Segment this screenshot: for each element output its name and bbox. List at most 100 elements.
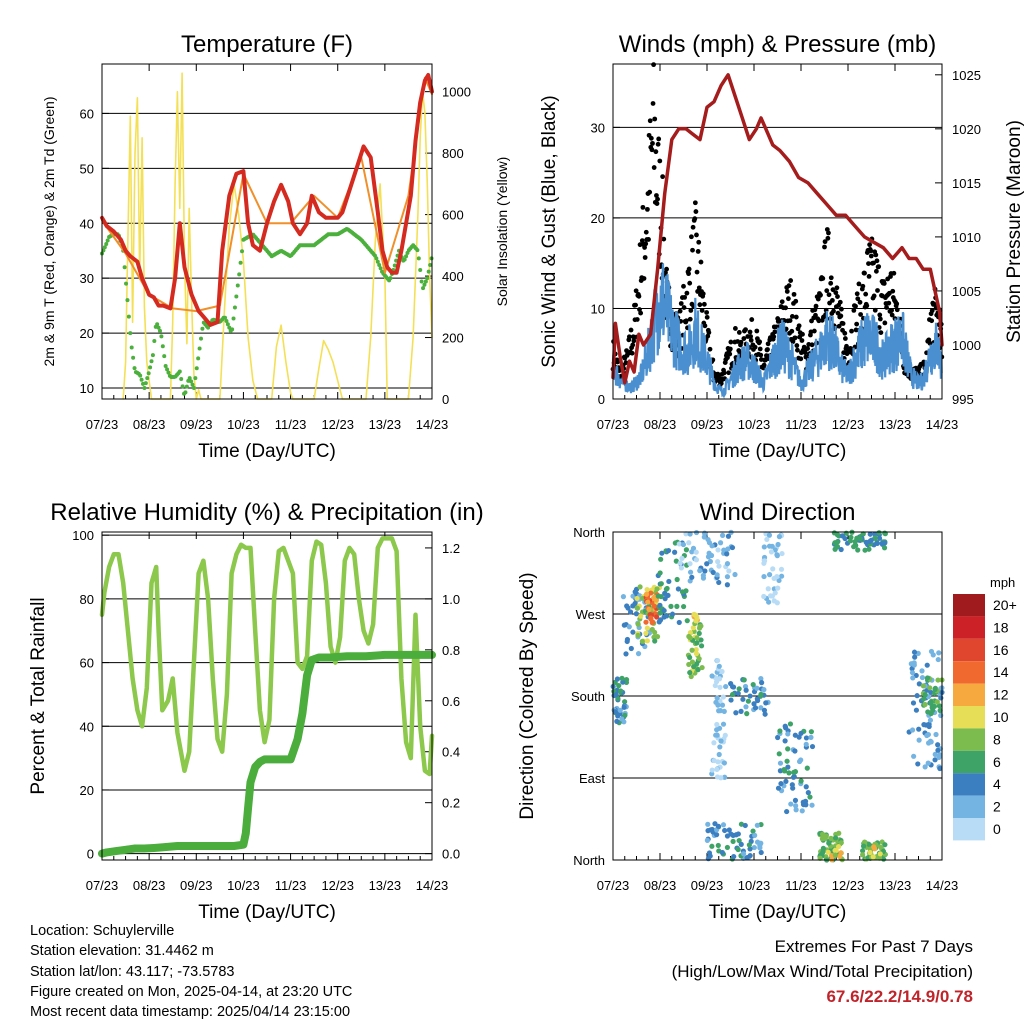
wind-direction-point [662, 590, 668, 596]
plot-border [101, 63, 433, 400]
wind-direction-point [834, 544, 840, 550]
wind-direction-point [913, 707, 920, 713]
wind-direction-point [717, 684, 723, 690]
colorbar-swatch [953, 683, 985, 706]
dewpoint-point [149, 359, 154, 364]
wind-direction-point [714, 727, 720, 733]
gust-point [704, 314, 710, 320]
y2-tick-label: 0.4 [442, 745, 460, 760]
wind-direction-point [925, 760, 931, 766]
wind-direction-point [805, 790, 811, 796]
y-tick-label: 0 [598, 392, 605, 407]
colorbar-label: 6 [993, 754, 1001, 770]
y-tick-label: 0 [87, 847, 94, 862]
x-tick-label: 11/23 [785, 417, 817, 432]
gust-point [864, 303, 870, 309]
created-text: Figure created on Mon, 2025-04-14, at 23… [30, 983, 353, 1000]
wind-direction-point [761, 573, 767, 580]
wind-direction-point [687, 654, 693, 661]
wind-direction-point [931, 703, 938, 710]
dewpoint-point [426, 269, 431, 274]
wind-direction-point [778, 566, 785, 572]
colorbar-swatch [953, 594, 985, 617]
gust-point [894, 301, 900, 307]
wind-direction-point [714, 732, 720, 738]
x-tick-label: 09/23 [180, 878, 213, 893]
dewpoint-point [187, 376, 192, 381]
dewpoint-point [232, 305, 237, 310]
wind-direction-point [711, 757, 717, 764]
wind-direction-point [634, 605, 640, 611]
dewpoint-point [157, 328, 162, 333]
wind-direction-point [922, 692, 928, 698]
wind-direction-point [693, 549, 699, 555]
wind-direction-point [937, 707, 943, 714]
wind-direction-point [758, 849, 764, 856]
wind-direction-point [709, 843, 715, 849]
y2-tick-label: 800 [442, 146, 464, 161]
wind-direction-point [721, 547, 727, 553]
y-tick-label: 20 [591, 211, 605, 226]
gust-point [877, 312, 883, 318]
gust-point [868, 248, 874, 254]
wind-direction-point [728, 697, 734, 703]
x-tick-label: 13/23 [879, 417, 912, 432]
dewpoint-point [143, 381, 148, 386]
colorbar-label: 18 [993, 619, 1009, 635]
wind-direction-point [665, 547, 672, 554]
wind-direction-point [744, 711, 750, 717]
gust-point [826, 230, 831, 236]
wind-direction-point [774, 600, 780, 606]
wind-direction-point [838, 840, 844, 846]
colorbar-swatch [953, 661, 985, 684]
wind-direction-point [744, 855, 750, 861]
gust-point [815, 296, 821, 302]
wind-direction-point [745, 698, 751, 704]
wind-direction-point [909, 727, 916, 733]
wind-direction-point [683, 547, 690, 553]
dewpoint-point [230, 327, 235, 332]
gust-point [697, 302, 703, 308]
wind-direction-point [761, 593, 767, 600]
wind-direction-point [721, 760, 727, 766]
wind-direction-point [614, 676, 621, 682]
x-tick-label: 11/23 [275, 417, 307, 432]
wind-direction-point [938, 695, 944, 701]
colorbar-label: 14 [993, 664, 1009, 680]
x-tick-label: 14/23 [926, 878, 959, 893]
wind-direction-point [778, 780, 784, 787]
x-tick-label: 10/23 [227, 878, 260, 893]
wind-direction-point [735, 831, 741, 837]
wind-direction-point [674, 603, 680, 609]
y2-tick-label: 0.2 [442, 796, 460, 811]
wind-direction-point [693, 646, 699, 653]
wind-direction-point [701, 534, 707, 540]
wind-direction-point [775, 541, 781, 548]
gust-point [783, 305, 788, 311]
wind-direction-point [738, 708, 744, 715]
dewpoint-point [425, 276, 430, 281]
gust-point [655, 141, 661, 147]
colorbar-label: 12 [993, 687, 1009, 703]
gust-point [651, 165, 657, 170]
wind-direction-point [860, 852, 866, 858]
wind-direction-point [714, 572, 720, 578]
gust-point [866, 274, 872, 279]
dewpoint-point [416, 256, 421, 261]
dewpoint-point [237, 272, 242, 277]
wind-direction-point [695, 667, 701, 673]
gust-point [743, 327, 748, 333]
y-tick-label: West [576, 607, 606, 622]
gust-point [687, 316, 693, 322]
gust-point [757, 346, 763, 352]
dewpoint-point [197, 346, 202, 351]
wind-direction-point [799, 808, 805, 814]
wind-direction-point [742, 822, 748, 829]
gust-point [664, 266, 669, 272]
gust-point [686, 271, 691, 277]
x-tick-label: 08/23 [644, 878, 677, 893]
gust-point [889, 312, 895, 318]
dewpoint-point [146, 371, 151, 376]
wind-direction-point [630, 603, 636, 609]
gust-point [822, 244, 827, 250]
